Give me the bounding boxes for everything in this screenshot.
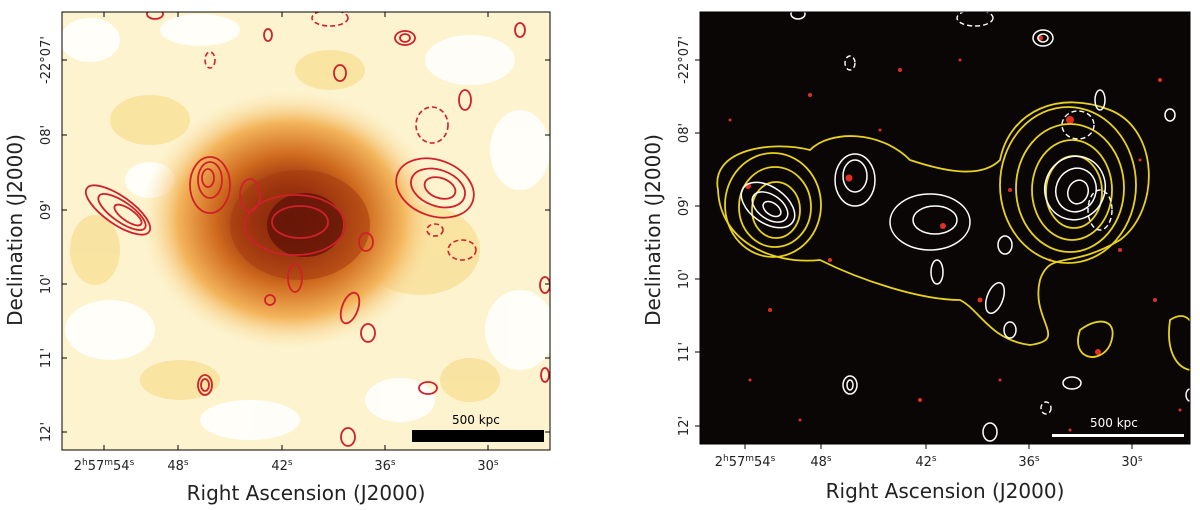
- xray-map: [62, 12, 550, 450]
- x-ticks: [103, 12, 489, 450]
- scalebar-label: 500 kpc: [452, 413, 500, 427]
- x-tick-label: 30s: [1121, 454, 1143, 470]
- y-tick-label: -22°07': [677, 36, 692, 84]
- radio-negative-contours: [204, 12, 477, 261]
- radio-negative-contours-white: [844, 12, 1113, 415]
- y-tick-label: 10': [677, 269, 692, 289]
- x-tick-label: 48s: [810, 454, 832, 470]
- y-tick-label: 08': [39, 125, 54, 145]
- y-tick-label: 12': [677, 416, 692, 436]
- radio-contours-white: [740, 12, 1190, 442]
- plot-frame: [61, 11, 551, 451]
- xray-contours: [716, 101, 1190, 371]
- y-ticks: [695, 59, 700, 427]
- y-tick-label: 11': [677, 342, 692, 362]
- scalebar-label: 500 kpc: [1090, 416, 1138, 430]
- x-axis-title: Right Ascension (J2000): [187, 481, 426, 505]
- y-ticks: [62, 59, 550, 433]
- x-tick-label: 42s: [915, 454, 937, 470]
- x-tick-label: 42s: [271, 458, 293, 474]
- radio-contours: [84, 12, 550, 447]
- x-ticks: [744, 444, 1133, 449]
- x-tick-label: 2h57m54s: [715, 454, 776, 470]
- optical-image: [700, 12, 1190, 444]
- y-axis-title: Declination (J2000): [641, 134, 665, 326]
- scalebar: [412, 430, 544, 442]
- x-axis-title: Right Ascension (J2000): [826, 479, 1065, 503]
- x-tick-label: 36s: [1018, 454, 1040, 470]
- y-tick-label: 09': [39, 200, 54, 220]
- plot-frame: [699, 11, 1191, 445]
- scalebar: [1052, 434, 1184, 437]
- y-tick-label: 11': [39, 348, 54, 368]
- left-panel: 500 kpc 2h57m54s 48s 42s 36s 30s -22°07'…: [3, 11, 551, 505]
- y-tick-label: 09': [677, 196, 692, 216]
- y-tick-label: 08': [677, 123, 692, 143]
- x-tick-label: 30s: [477, 458, 499, 474]
- x-tick-label: 48s: [167, 458, 189, 474]
- y-axis-title: Declination (J2000): [3, 134, 27, 326]
- y-tick-label: 12': [39, 422, 54, 442]
- right-panel: 500 kpc 2h57m54s 48s 42s 36s 30s -22°07'…: [641, 11, 1191, 503]
- y-tick-label: 10': [39, 274, 54, 294]
- x-tick-label: 2h57m54s: [74, 458, 135, 474]
- y-tick-label: -22°07': [39, 36, 54, 84]
- x-tick-label: 36s: [374, 458, 396, 474]
